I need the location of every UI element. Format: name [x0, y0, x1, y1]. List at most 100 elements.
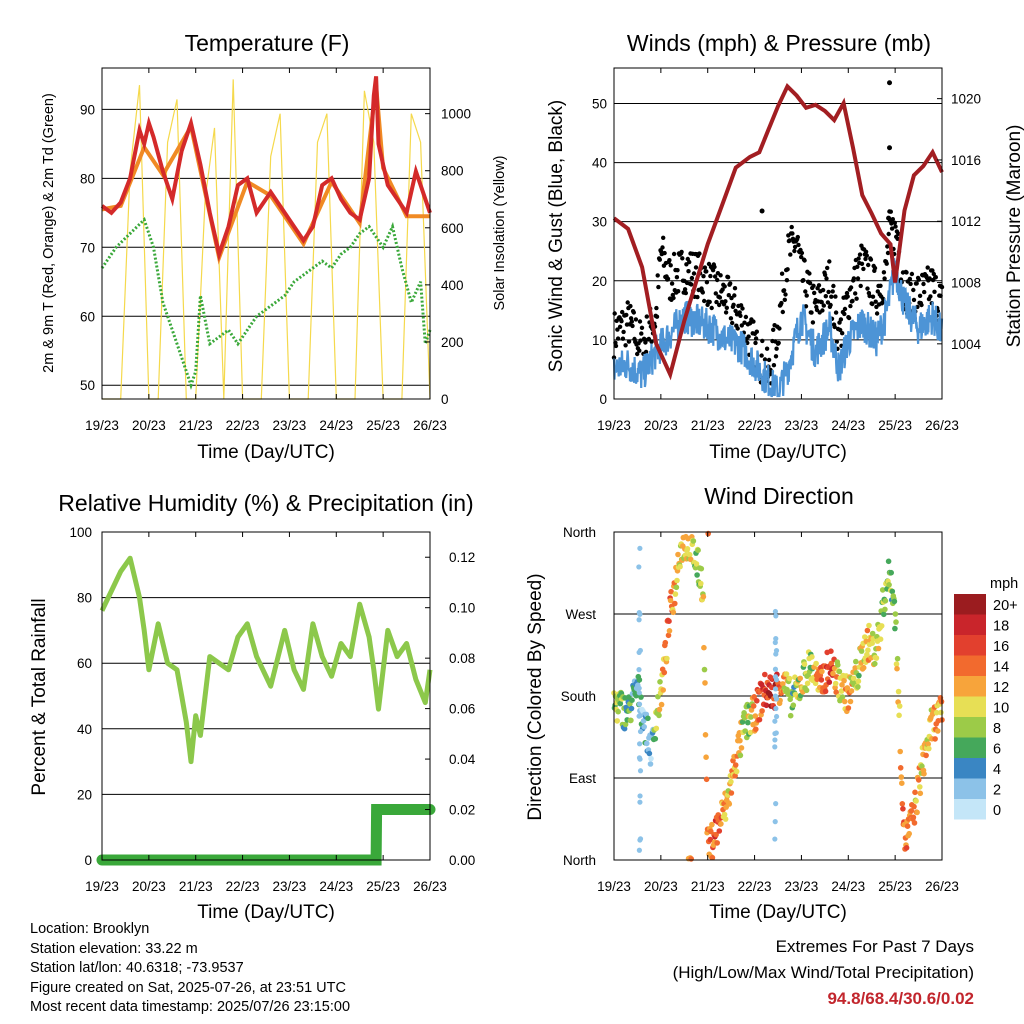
x-tick-label: 24/23 [831, 879, 865, 894]
x-tick-label: 22/23 [738, 418, 772, 433]
direction-point [914, 809, 920, 816]
calm-point [636, 610, 642, 616]
direction-point [904, 823, 911, 829]
direction-point [910, 814, 917, 821]
gust-point [766, 357, 772, 363]
direction-point [881, 611, 887, 618]
y-tick-label: 70 [80, 240, 95, 255]
gust-point [620, 336, 626, 341]
direction-point [866, 622, 872, 629]
calm-point [772, 744, 778, 750]
gust-point [916, 277, 921, 282]
y-tick-label: West [565, 607, 596, 622]
gust-point [933, 275, 938, 280]
gust-point [626, 339, 632, 344]
direction-point [645, 715, 651, 722]
gust-point [669, 281, 675, 286]
gust-point [792, 244, 798, 250]
extremes-box: Extremes For Past 7 Days (High/Low/Max W… [673, 934, 974, 1012]
direction-point [893, 619, 899, 625]
gust-point [812, 290, 817, 296]
temperature-plot-area [100, 76, 432, 400]
gust-point [660, 245, 665, 250]
direction-point [898, 774, 905, 780]
y-tick-label-right: 0.04 [449, 752, 476, 767]
gust-point [799, 254, 804, 260]
gust-point [623, 343, 628, 348]
direction-point [728, 790, 735, 796]
gust-point [866, 262, 871, 268]
gust-point [628, 303, 633, 309]
y-tick-label-right: 0.10 [449, 601, 475, 616]
gust-point [671, 295, 676, 301]
gust-point [828, 302, 833, 308]
calm-point [636, 685, 642, 691]
direction-point [666, 618, 672, 624]
gust-point [803, 304, 809, 309]
direction-point [895, 688, 902, 695]
humidity-frame [101, 531, 431, 861]
gust-point [717, 295, 723, 300]
direction-point [911, 803, 917, 810]
direction-point [666, 628, 673, 634]
gust-point [831, 283, 836, 289]
direction-point [690, 538, 697, 544]
direction-point [894, 655, 901, 662]
y-tick-label: 40 [592, 156, 607, 171]
gust-point [753, 340, 758, 346]
gust-point [781, 288, 787, 293]
gust-point [707, 299, 712, 305]
gust-point [717, 302, 722, 308]
direction-point [869, 630, 876, 637]
gust-point [713, 291, 718, 296]
direction-point [819, 668, 825, 675]
direction-point [688, 856, 694, 862]
direction-panel: Wind Direction North East South West North 1… [525, 483, 1018, 923]
direction-point [709, 821, 715, 828]
direction-point [839, 682, 845, 688]
calm-point [772, 639, 778, 646]
gust-point [854, 296, 859, 301]
x-tick-label: 23/23 [273, 418, 307, 433]
gust-point [893, 224, 898, 229]
gust-point [801, 278, 806, 283]
direction-point [640, 718, 647, 724]
gust-point [810, 320, 816, 325]
y-tick-label-right: 0.06 [449, 702, 475, 717]
gust-point [702, 265, 708, 270]
gust-point [639, 325, 645, 330]
direction-point [702, 680, 708, 686]
gust-point [782, 297, 787, 302]
gust-point [644, 314, 649, 319]
y-tick-label: 50 [80, 378, 95, 393]
y-tick-label-right: 1012 [951, 214, 981, 229]
gust-point [863, 256, 868, 262]
x-tick-label: 24/23 [319, 879, 353, 894]
direction-point [911, 820, 918, 826]
direction-point [698, 580, 704, 587]
y-tick-label: 20 [77, 787, 92, 802]
direction-point [828, 660, 835, 667]
legend-swatch [954, 737, 986, 758]
y-tick-label: 60 [77, 656, 92, 671]
gust-point [771, 327, 776, 332]
humidity-title: Relative Humidity (%) & Precipitation (i… [58, 490, 473, 516]
calm-point [636, 667, 642, 673]
gust-outlier [759, 208, 765, 214]
direction-point [670, 609, 677, 616]
x-tick-label: 22/23 [226, 879, 260, 894]
direction-point [722, 816, 729, 822]
direction-point [667, 597, 674, 604]
gust-point [931, 271, 936, 277]
gust-point [787, 238, 792, 243]
gust-point [656, 284, 661, 290]
gust-point [693, 265, 699, 270]
direction-point [790, 702, 797, 708]
direction-point [656, 712, 662, 719]
direction-point [897, 765, 904, 771]
gust-point [726, 293, 731, 298]
calm-point [773, 713, 780, 720]
direction-point [832, 680, 839, 687]
gust-point [825, 265, 830, 271]
gust-point [884, 261, 889, 266]
